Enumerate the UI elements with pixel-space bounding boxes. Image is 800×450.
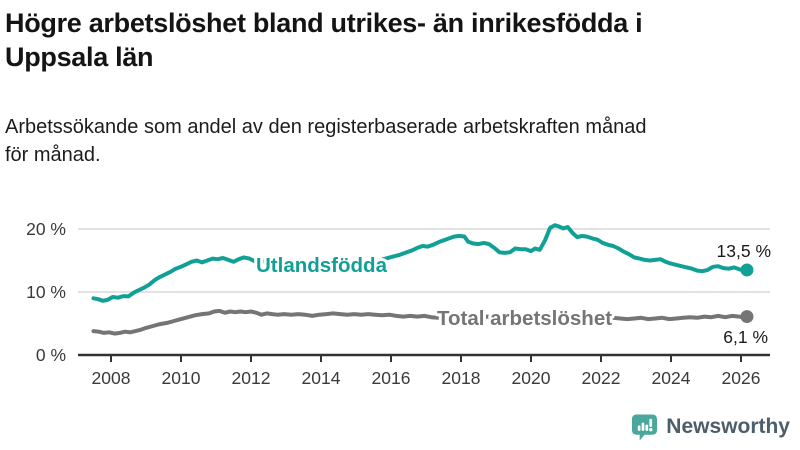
x-tick-label: 2026 [722,368,761,388]
series-end-dot-utlandsfodda [740,263,754,277]
x-tick-label: 2018 [442,368,481,388]
x-tick-label: 2008 [92,368,131,388]
x-tick-label: 2022 [582,368,621,388]
y-tick-label: 0 % [36,345,66,365]
value-label-utlandsfodda: 13,5 % [717,241,771,261]
y-tick-label: 20 % [26,219,66,239]
title-line-1: Högre arbetslöshet bland utrikes- än inr… [5,8,643,38]
newsworthy-logo[interactable]: Newsworthy [631,412,790,442]
x-tick-label: 2014 [302,368,341,388]
x-tick-label: 2024 [652,368,691,388]
series-line-total [91,308,749,336]
series-label-total: Total arbetslöshet [437,307,612,330]
x-tick-label: 2020 [512,368,551,388]
brand-wordmark: Newsworthy [666,415,790,438]
page-title: Högre arbetslöshet bland utrikes- än inr… [5,6,643,74]
bar-chart-speech-bubble-icon [632,414,658,441]
series-end-dot-total [740,310,754,324]
value-label-total: 6,1 % [723,327,768,347]
x-tick-label: 2010 [162,368,201,388]
y-tick-label: 10 % [26,282,66,302]
subtitle-line-1: Arbetssökande som andel av den registerb… [5,116,647,138]
title-line-2: Uppsala län [5,42,154,72]
subtitle-line-2: för månad. [5,144,101,166]
series-label-utlandsfodda: Utlandsfödda [256,254,388,277]
x-tick-label: 2012 [232,368,271,388]
series-line-utlandsfodda [91,223,749,303]
x-tick-label: 2016 [372,368,411,388]
chart-subtitle: Arbetssökande som andel av den registerb… [5,113,647,169]
